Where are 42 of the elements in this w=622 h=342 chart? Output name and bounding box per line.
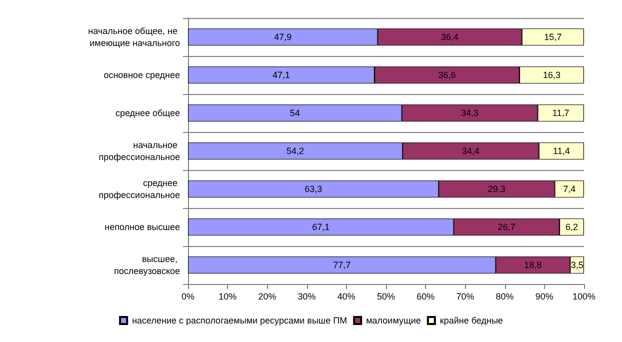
legend-label: малоимущие	[366, 316, 421, 326]
data-label: 47,1	[272, 70, 290, 80]
legend-label: население с распологаемыми ресурсами выше ПМ	[132, 316, 348, 326]
y-tick-label: неполное высшее	[104, 222, 180, 232]
y-tick-label: начальное общее, не имеющие начального	[88, 26, 180, 48]
x-tick-label: 60%	[416, 292, 435, 302]
data-label: 67,1	[312, 222, 330, 232]
data-label: 26,7	[498, 222, 516, 232]
x-tick-label: 30%	[298, 292, 316, 302]
data-label: 47,9	[274, 32, 292, 42]
y-tick-label: среднее профессиональное	[98, 178, 180, 200]
x-tick-label: 10%	[218, 292, 237, 302]
data-label: 36,4	[440, 32, 459, 42]
data-label: 34,4	[462, 146, 480, 156]
data-label: 36,6	[438, 70, 456, 80]
x-tick-label: 90%	[535, 292, 554, 302]
x-tick-label: 0%	[181, 292, 195, 302]
x-tick-label: 20%	[258, 292, 276, 302]
y-tick-label: начальное профессиональное	[98, 140, 180, 162]
data-label: 16,3	[542, 70, 560, 80]
x-tick-label: 70%	[456, 292, 474, 302]
data-label: 34,3	[460, 108, 479, 118]
data-label: 6,2	[565, 222, 578, 232]
data-label: 11,4	[553, 146, 570, 156]
legend-label: крайне бедные	[440, 316, 503, 326]
data-label: 54,2	[286, 146, 304, 156]
x-tick-label: 80%	[496, 292, 514, 302]
y-tick-label: среднее общее	[115, 108, 180, 118]
data-label: 77,7	[333, 260, 351, 270]
x-tick-label: 100%	[572, 292, 596, 302]
y-tick-label: высшее, послевузовское	[114, 254, 180, 276]
x-tick-label: 40%	[337, 292, 356, 302]
x-tick-label: 50%	[376, 292, 396, 302]
data-label: 18,8	[524, 260, 542, 270]
y-tick-label: основное среднее	[104, 70, 180, 80]
data-label: 15,7	[544, 32, 562, 42]
data-label: 7,4	[563, 184, 576, 194]
data-label: 11,7	[552, 108, 570, 118]
data-label: 3,5	[570, 260, 584, 270]
data-label: 54	[290, 108, 300, 118]
data-label: 63,3	[304, 184, 322, 194]
data-label: 29,3	[488, 184, 506, 194]
